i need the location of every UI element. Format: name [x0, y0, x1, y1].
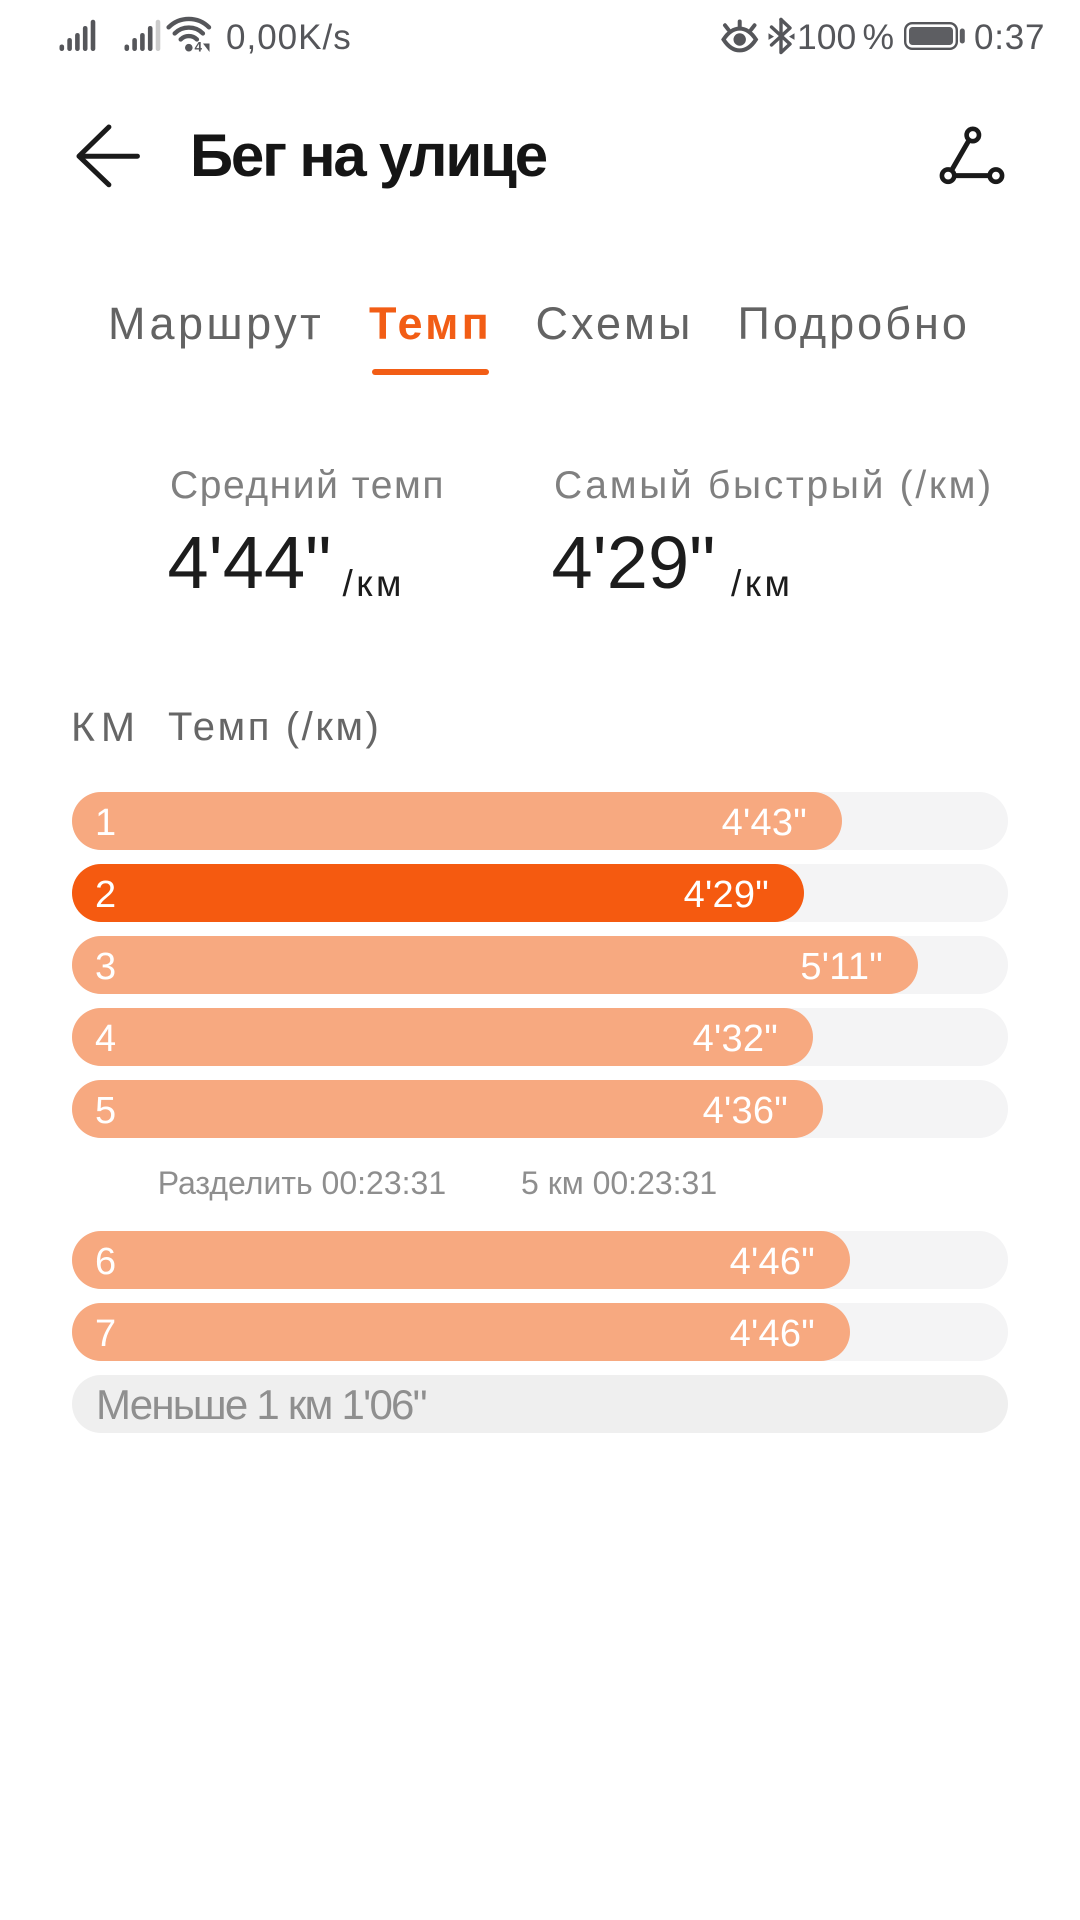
svg-text:0:37: 0:37: [974, 18, 1045, 57]
svg-text:%: %: [863, 17, 895, 57]
svg-text:4: 4: [195, 40, 203, 55]
svg-text:0,00K/s: 0,00K/s: [226, 18, 352, 57]
svg-text:100: 100: [797, 17, 856, 57]
